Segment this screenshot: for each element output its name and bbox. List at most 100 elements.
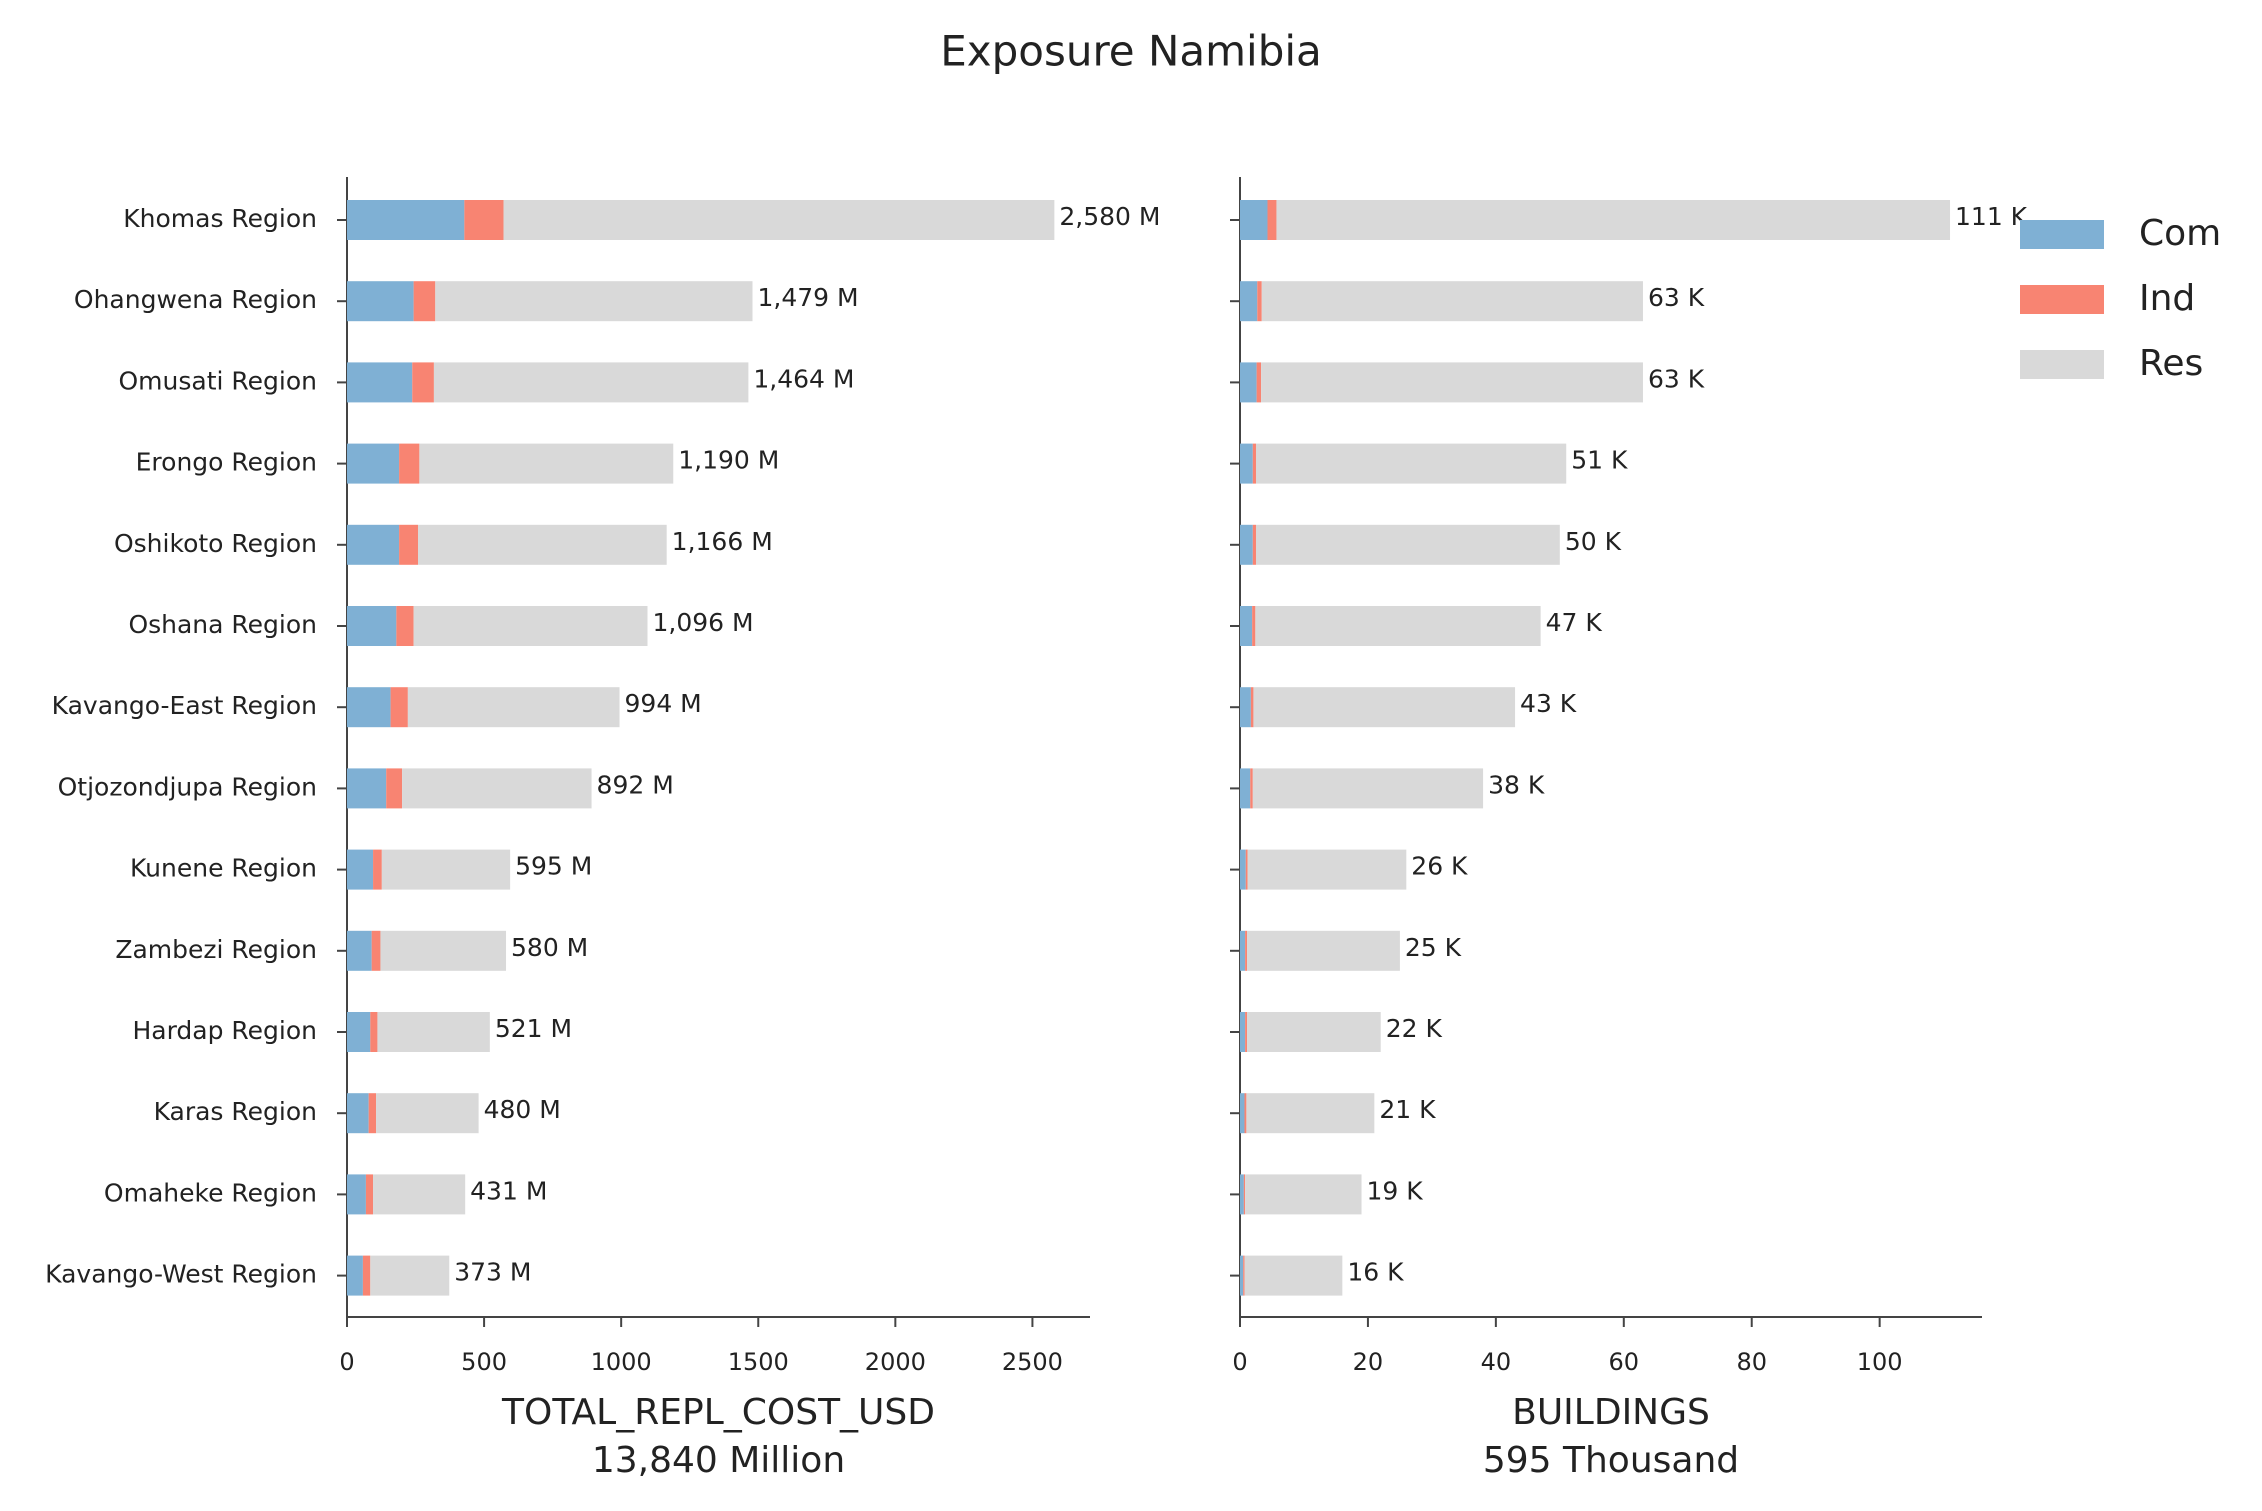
y-tick-label: Erongo Region xyxy=(136,448,317,477)
bar-segment xyxy=(1256,362,1262,403)
bar-segment xyxy=(1240,281,1258,322)
bar-segment xyxy=(347,362,413,403)
bar-segment xyxy=(1240,930,1246,971)
bar-segment xyxy=(347,768,387,809)
bar-segment xyxy=(347,606,397,646)
bar-segment xyxy=(347,687,391,728)
bar-segment xyxy=(1246,1093,1375,1134)
y-tick-label: Khomas Region xyxy=(123,204,317,233)
y-tick-label: Oshikoto Region xyxy=(114,529,317,558)
x-tick-label: 100 xyxy=(1857,1348,1903,1376)
x-tick-label: 60 xyxy=(1609,1348,1640,1376)
bar-segment xyxy=(365,1174,374,1215)
y-tick-label: Omaheke Region xyxy=(104,1178,317,1207)
total-label: 1,479 M xyxy=(757,283,858,312)
x-tick-label: 40 xyxy=(1481,1348,1512,1376)
total-label: 580 M xyxy=(511,933,588,962)
bar-segment xyxy=(402,768,592,809)
total-label: 521 M xyxy=(495,1014,572,1043)
total-label: 16 K xyxy=(1347,1258,1404,1287)
total-label: 2,580 M xyxy=(1059,202,1160,231)
total-label: 38 K xyxy=(1488,770,1545,799)
bar-segment xyxy=(435,281,753,322)
bar-segment xyxy=(1240,606,1253,646)
legend-label: Ind xyxy=(2139,278,2195,319)
bar-segment xyxy=(370,1255,450,1296)
bar-segment xyxy=(1240,687,1251,728)
x-tick-label: 2000 xyxy=(865,1348,926,1376)
bar-segment xyxy=(381,849,511,890)
x-tick-label: 2500 xyxy=(1002,1348,1063,1376)
bar-segment xyxy=(1243,1255,1245,1296)
y-tick-label: Kavango-East Region xyxy=(52,691,317,720)
x-axis-sublabel: 595 Thousand xyxy=(1483,1440,1739,1481)
bar-segment xyxy=(377,1012,490,1052)
x-axis-label: BUILDINGS xyxy=(1512,1392,1710,1433)
bar-segment xyxy=(1247,930,1400,971)
bar-segment xyxy=(1253,687,1516,728)
bar-segment xyxy=(1247,1012,1381,1052)
bar-segment xyxy=(390,687,408,728)
x-tick-label: 0 xyxy=(1232,1348,1247,1376)
total-label: 1,166 M xyxy=(672,527,773,556)
x-tick-label: 500 xyxy=(461,1348,507,1376)
bar-segment xyxy=(413,606,648,646)
bar-segment xyxy=(1252,524,1256,565)
total-label: 26 K xyxy=(1411,852,1468,881)
bar-segment xyxy=(347,930,372,971)
bar-segment xyxy=(1250,687,1254,728)
bar-segment xyxy=(1261,362,1643,403)
bar-segment xyxy=(399,443,420,484)
y-tick-label: Hardap Region xyxy=(132,1016,317,1045)
y-tick-label: Ohangwena Region xyxy=(74,285,317,314)
bar-segment xyxy=(1267,200,1277,240)
bar-segment xyxy=(1240,1012,1246,1052)
bar-segment xyxy=(347,1174,366,1215)
bar-segment xyxy=(370,1012,378,1052)
x-tick-label: 0 xyxy=(339,1348,354,1376)
bar-segment xyxy=(1245,1174,1362,1215)
bar-segment xyxy=(1261,281,1643,322)
bar-segment xyxy=(1243,1174,1246,1215)
bar-segment xyxy=(1240,200,1268,240)
total-label: 431 M xyxy=(470,1176,547,1205)
total-label: 22 K xyxy=(1386,1014,1443,1043)
y-tick-label: Otjozondjupa Region xyxy=(58,772,317,801)
bar-segment xyxy=(347,1093,369,1134)
x-tick-label: 20 xyxy=(1353,1348,1384,1376)
bar-segment xyxy=(373,849,382,890)
bar-segment xyxy=(1240,1174,1244,1215)
bar-segment xyxy=(376,1093,479,1134)
total-label: 1,464 M xyxy=(753,364,854,393)
bar-segment xyxy=(347,524,400,565)
bar-segment xyxy=(464,200,504,240)
legend-label: Res xyxy=(2139,343,2203,384)
bar-segment xyxy=(347,200,465,240)
bar-segment xyxy=(1255,443,1567,484)
bar-segment xyxy=(368,1093,377,1134)
legend-swatch xyxy=(2020,220,2104,249)
total-label: 25 K xyxy=(1405,933,1462,962)
bar-segment xyxy=(1255,524,1560,565)
bar-segment xyxy=(1250,768,1253,809)
y-tick-label: Kavango-West Region xyxy=(45,1260,317,1289)
bar-segment xyxy=(1247,849,1407,890)
total-label: 373 M xyxy=(454,1258,531,1287)
bar-segment xyxy=(1240,768,1251,809)
x-axis-sublabel: 13,840 Million xyxy=(592,1440,845,1481)
legend-label: Com xyxy=(2139,213,2221,254)
bar-segment xyxy=(347,849,374,890)
bar-segment xyxy=(1244,1255,1343,1296)
bar-segment xyxy=(1252,443,1256,484)
bar-segment xyxy=(1276,200,1951,240)
total-label: 51 K xyxy=(1571,446,1628,475)
bar-segment xyxy=(362,1255,371,1296)
bar-segment xyxy=(503,200,1055,240)
bar-segment xyxy=(1257,281,1262,322)
x-axis-label: TOTAL_REPL_COST_USD xyxy=(501,1392,935,1433)
figure-title: Exposure Namibia xyxy=(940,27,1322,76)
total-label: 892 M xyxy=(597,770,674,799)
total-label: 994 M xyxy=(625,689,702,718)
total-label: 1,096 M xyxy=(652,608,753,637)
